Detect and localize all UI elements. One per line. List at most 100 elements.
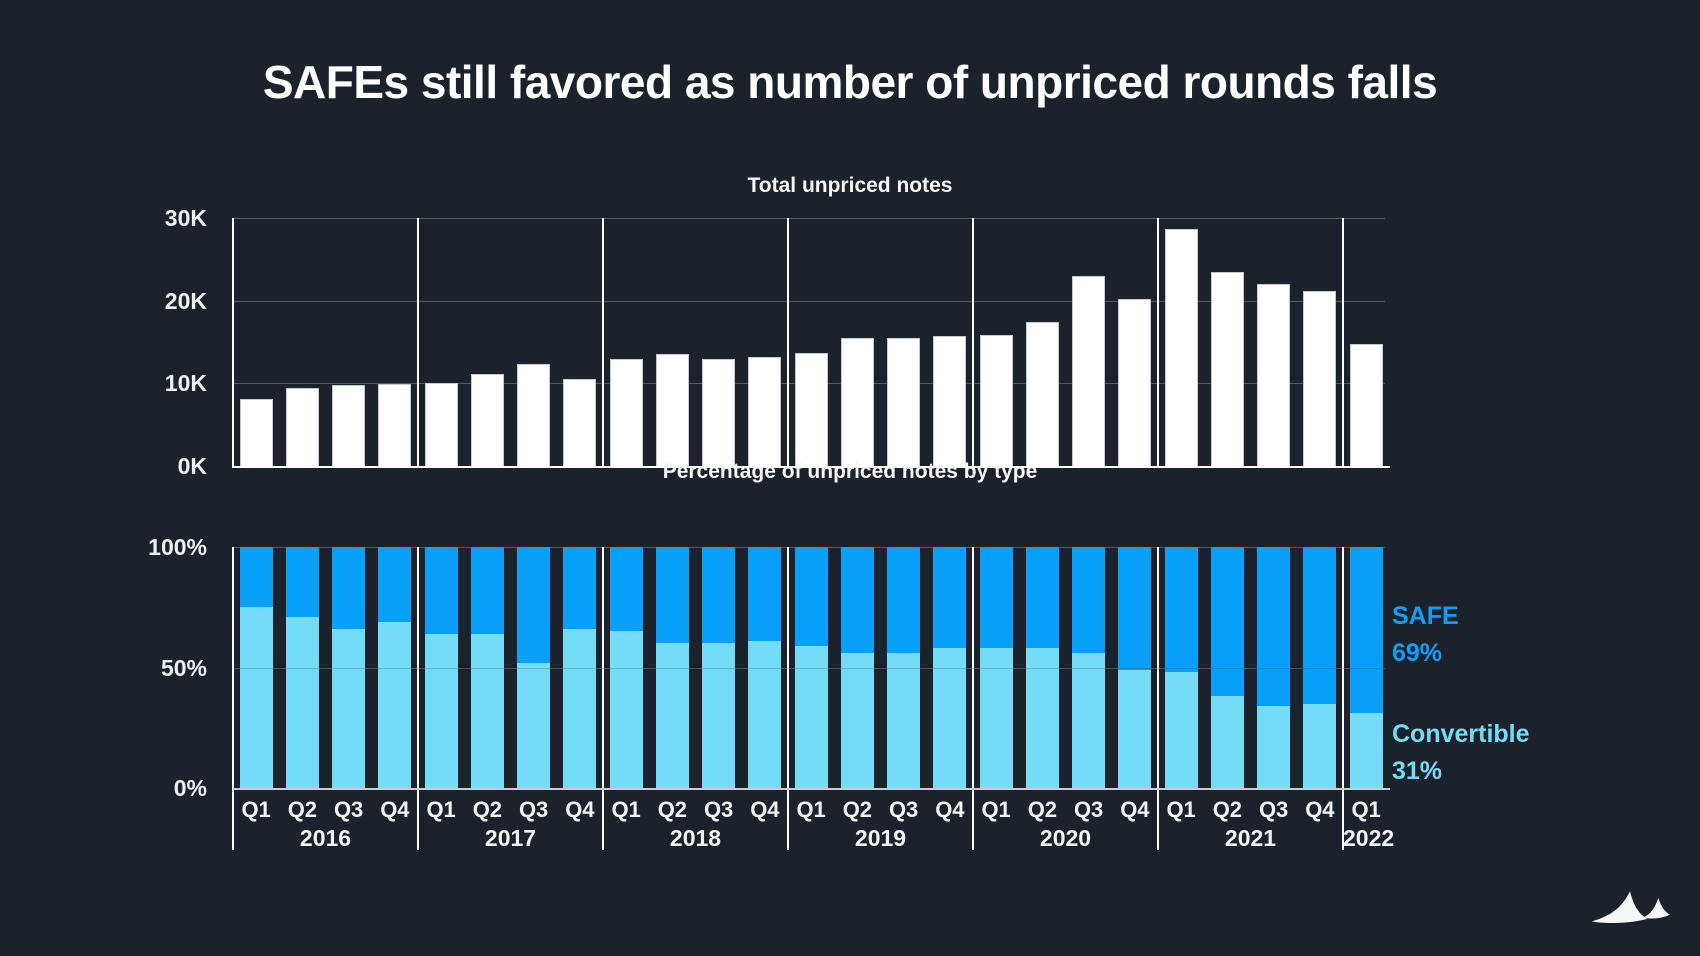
- pct-divider-2021: [1157, 547, 1159, 850]
- total-gridline-20K: [233, 300, 1385, 302]
- legend-safe-label: SAFE: [1392, 602, 1459, 630]
- pct-bar-2016-Q2-SAFE: [285, 547, 319, 617]
- total-divider-2018: [602, 218, 604, 468]
- pct-bar-2017-Q1-Convertible: [424, 633, 458, 788]
- total-bar-2017-Q1: [424, 383, 458, 466]
- xaxis-quarter-label-2018-Q1: Q1: [611, 797, 641, 822]
- pct-bar-2017-Q4-SAFE: [563, 547, 597, 629]
- total-bar-2019-Q1: [794, 352, 828, 466]
- pct-bar-2020-Q1-SAFE: [979, 547, 1013, 649]
- pct-bar-2019-Q3-Convertible: [887, 653, 920, 788]
- pct-ytick-0%: 0%: [173, 775, 207, 801]
- pct-bar-2022-Q1-Convertible: [1349, 713, 1383, 788]
- total-baseline: [233, 466, 1390, 468]
- pct-bar-2021-Q4-Convertible: [1303, 703, 1337, 788]
- pct-bar-2017-Q2-Convertible: [470, 633, 504, 788]
- pct-bar-2019-Q2-SAFE: [840, 547, 874, 654]
- pct-50-overline: [233, 667, 1385, 669]
- pct-bar-2021-Q2-SAFE: [1210, 547, 1244, 697]
- xaxis-year-label-2018: 2018: [669, 825, 722, 851]
- xaxis-year-label-2019: 2019: [854, 825, 907, 851]
- legend-safe-value: 69%: [1392, 639, 1443, 667]
- total-bar-2021-Q1: [1164, 228, 1198, 466]
- total-bar-2018-Q4: [748, 356, 782, 466]
- pct-bar-2018-Q2-Convertible: [655, 643, 689, 788]
- total-bar-2016-Q2: [285, 388, 319, 466]
- pct-bar-2021-Q4-SAFE: [1303, 547, 1337, 704]
- pct-bar-2017-Q3-Convertible: [517, 662, 550, 788]
- pct-bar-2019-Q3-SAFE: [887, 547, 920, 654]
- total-chart-title: Total unpriced notes: [747, 174, 953, 197]
- legend-convertible-label: Convertible: [1392, 720, 1530, 748]
- pct-bar-2016-Q3-SAFE: [332, 547, 365, 629]
- pct-bar-2018-Q4-SAFE: [748, 547, 782, 641]
- xaxis-quarter-label-2019-Q1: Q1: [796, 797, 826, 822]
- legend-safe: SAFE 69%: [1392, 598, 1459, 672]
- pct-bar-2021-Q3-Convertible: [1257, 706, 1290, 788]
- xaxis-quarter-label-2019-Q2: Q2: [842, 797, 873, 822]
- total-bar-2017-Q3: [517, 364, 550, 466]
- pct-bar-2017-Q1-SAFE: [424, 547, 458, 634]
- xaxis-quarter-label-2016-Q1: Q1: [241, 797, 271, 822]
- pct-bar-2020-Q3-SAFE: [1072, 547, 1105, 654]
- xaxis-quarter-label-2019-Q4: Q4: [935, 797, 965, 822]
- pct-divider-2022: [1342, 547, 1344, 850]
- total-divider-2021: [1157, 218, 1159, 468]
- pct-bar-2021-Q2-Convertible: [1210, 696, 1244, 788]
- pct-bar-2017-Q2-SAFE: [470, 547, 504, 634]
- xaxis-quarter-label-2020-Q2: Q2: [1027, 797, 1058, 822]
- xaxis-quarter-label-2017-Q4: Q4: [565, 797, 595, 822]
- xaxis-year-label-2016: 2016: [299, 825, 352, 851]
- pct-bar-2021-Q1-SAFE: [1164, 547, 1198, 673]
- pct-bar-2020-Q3-Convertible: [1072, 653, 1105, 788]
- total-bar-2020-Q4: [1118, 299, 1152, 466]
- pct-bar-2021-Q3-SAFE: [1257, 547, 1290, 707]
- xaxis-year-label-2022: 2022: [1343, 825, 1395, 851]
- pct-bar-2018-Q3-SAFE: [702, 547, 735, 644]
- total-divider-2017: [417, 218, 419, 468]
- total-bar-2018-Q3: [702, 359, 735, 466]
- pct-bar-2016-Q4-SAFE: [378, 547, 412, 622]
- total-bar-2022-Q1: [1349, 344, 1383, 466]
- total-bar-2019-Q3: [887, 337, 920, 466]
- xaxis-quarter-label-2022-Q1: Q1: [1351, 797, 1381, 822]
- pct-bar-2020-Q4-SAFE: [1118, 547, 1152, 670]
- pct-bar-2020-Q4-Convertible: [1118, 669, 1152, 788]
- pct-bar-2021-Q1-Convertible: [1164, 672, 1198, 788]
- total-ytick-0K: 0K: [177, 453, 207, 479]
- pct-ytick-100%: 100%: [148, 534, 207, 560]
- total-bar-2017-Q4: [563, 379, 597, 466]
- pct-divider-2017: [417, 547, 419, 850]
- legend-convertible: Convertible 31%: [1392, 716, 1530, 790]
- total-bar-2019-Q4: [933, 336, 967, 466]
- total-bar-2016-Q4: [378, 384, 412, 466]
- pct-baseline: [233, 788, 1390, 790]
- xaxis-quarter-label-2016-Q2: Q2: [287, 797, 318, 822]
- xaxis-quarter-label-2018-Q4: Q4: [750, 797, 780, 822]
- xaxis-quarter-label-2018-Q3: Q3: [703, 797, 734, 822]
- total-bar-2020-Q1: [979, 335, 1013, 466]
- pct-bar-2016-Q1-Convertible: [239, 607, 273, 788]
- pct-bar-2018-Q2-SAFE: [655, 547, 689, 644]
- pct-bar-2016-Q2-Convertible: [285, 616, 319, 788]
- total-divider-2020: [972, 218, 974, 468]
- total-bar-2021-Q2: [1210, 271, 1244, 466]
- xaxis-year-label-2020: 2020: [1039, 825, 1092, 851]
- percentage-chart-title: Percentage of unpriced notes by type: [662, 460, 1038, 483]
- pct-divider-2018: [602, 547, 604, 850]
- xaxis-quarter-label-2020-Q3: Q3: [1073, 797, 1104, 822]
- xaxis-quarter-label-2021-Q3: Q3: [1258, 797, 1289, 822]
- xaxis-year-label-2017: 2017: [484, 825, 537, 851]
- pct-bar-2020-Q2-Convertible: [1025, 648, 1059, 788]
- pct-bar-2019-Q4-Convertible: [933, 648, 967, 788]
- pct-bar-2017-Q4-Convertible: [563, 628, 597, 788]
- pct-bar-2018-Q1-Convertible: [609, 631, 643, 788]
- total-bar-2017-Q2: [470, 374, 504, 466]
- xaxis-quarter-label-2018-Q2: Q2: [657, 797, 688, 822]
- total-divider-2016: [232, 218, 234, 468]
- total-divider-2022: [1342, 218, 1344, 468]
